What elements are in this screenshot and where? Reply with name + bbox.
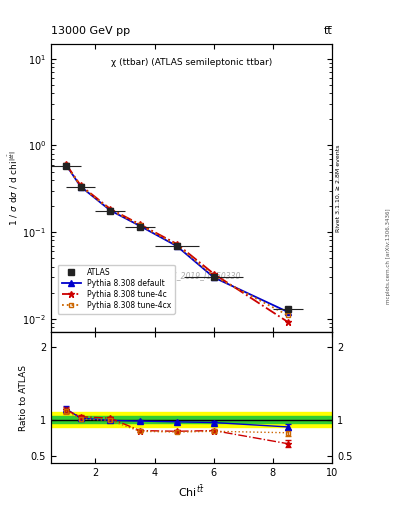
Text: mcplots.cern.ch [arXiv:1306.3436]: mcplots.cern.ch [arXiv:1306.3436]: [386, 208, 391, 304]
X-axis label: Chi$^{t\bar{t}}$: Chi$^{t\bar{t}}$: [178, 484, 205, 500]
Y-axis label: Rivet 3.1.10, ≥ 2.8M events: Rivet 3.1.10, ≥ 2.8M events: [336, 144, 341, 231]
Text: tt̅: tt̅: [323, 26, 332, 36]
Y-axis label: 1 / $\sigma$ d$\sigma$ / d chi$^{|t\bar{t}|}$: 1 / $\sigma$ d$\sigma$ / d chi$^{|t\bar{…: [6, 150, 20, 226]
Bar: [51, 412, 332, 427]
Text: χ (ttbar) (ATLAS semileptonic ttbar): χ (ttbar) (ATLAS semileptonic ttbar): [111, 58, 272, 67]
Legend: ATLAS, Pythia 8.308 default, Pythia 8.308 tune-4c, Pythia 8.308 tune-4cx: ATLAS, Pythia 8.308 default, Pythia 8.30…: [58, 265, 175, 314]
Text: 13000 GeV pp: 13000 GeV pp: [51, 26, 130, 36]
Text: ATLAS_2019_I1750330: ATLAS_2019_I1750330: [154, 271, 241, 280]
Y-axis label: Ratio to ATLAS: Ratio to ATLAS: [19, 365, 28, 431]
Bar: [51, 416, 332, 423]
